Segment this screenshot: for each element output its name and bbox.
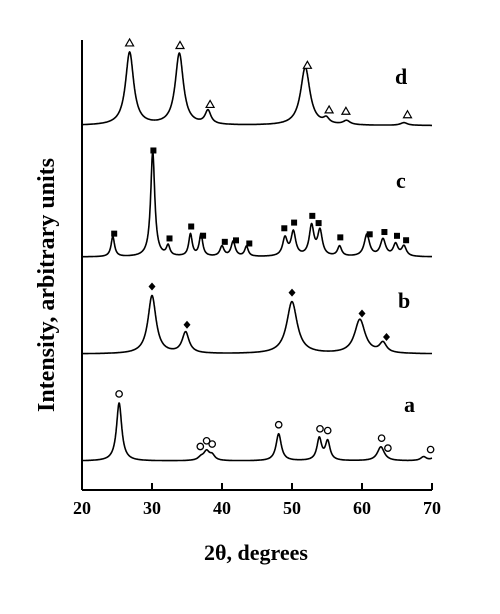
marker-c-2: [166, 235, 173, 242]
marker-b-4: [383, 333, 390, 342]
marker-d-5: [340, 106, 351, 115]
marker-c-10: [309, 212, 316, 219]
marker-c-0: [111, 230, 118, 237]
series-label-c: c: [396, 168, 406, 193]
series-label-d: d: [395, 64, 407, 89]
series-group: [81, 51, 433, 462]
series-line-a: [81, 402, 433, 462]
marker-d-1: [174, 40, 186, 50]
x-tick-label-40: 40: [213, 498, 231, 518]
marker-d-4: [324, 104, 335, 114]
series-labels-group: a b c d: [395, 64, 415, 417]
x-tick-label-50: 50: [283, 498, 301, 518]
marker-d-2: [205, 99, 216, 109]
series-line-d: [81, 51, 433, 127]
marker-a-9: [426, 445, 435, 454]
marker-c-1: [150, 147, 157, 154]
marker-c-12: [337, 234, 344, 241]
x-tick-label-30: 30: [143, 498, 161, 518]
marker-a-7: [377, 434, 386, 443]
marker-d-3: [302, 60, 313, 69]
marker-a-6: [323, 426, 332, 435]
marker-a-3: [208, 440, 217, 448]
marker-c-16: [403, 237, 410, 244]
x-tick-label-70: 70: [423, 498, 441, 518]
y-axis-title: Intensity, arbitrary units: [34, 158, 60, 412]
marker-c-9: [291, 219, 298, 226]
marker-c-8: [281, 225, 288, 232]
marker-c-13: [366, 231, 373, 238]
marker-c-15: [394, 232, 400, 239]
marker-a-2: [202, 436, 211, 445]
x-tick-label-60: 60: [353, 498, 371, 518]
marker-b-0: [148, 282, 156, 291]
x-axis-title: 2θ, degrees: [204, 540, 308, 565]
marker-c-6: [233, 237, 239, 244]
marker-c-7: [246, 240, 253, 247]
marker-a-5: [316, 424, 324, 433]
series-label-a: a: [404, 392, 415, 417]
marker-c-4: [200, 232, 207, 239]
marker-a-1: [196, 442, 205, 451]
marker-d-0: [124, 37, 135, 47]
marker-b-1: [183, 320, 191, 329]
marker-a-0: [115, 390, 123, 398]
series-line-b: [81, 294, 433, 355]
series-line-c: [81, 150, 433, 258]
marker-b-2: [288, 288, 296, 297]
marker-a-4: [274, 420, 283, 429]
plot-frame-group: [81, 40, 432, 491]
x-ticks-group: 20 30 40 50 60 70: [73, 483, 441, 518]
marker-a-8: [384, 444, 392, 452]
marker-c-3: [188, 223, 195, 230]
marker-b-3: [358, 309, 366, 318]
marker-c-5: [221, 238, 228, 245]
marker-c-11: [315, 220, 322, 227]
marker-c-14: [381, 229, 388, 236]
series-label-b: b: [398, 288, 410, 313]
marker-d-6: [402, 109, 413, 119]
markers-group: [111, 37, 435, 454]
x-tick-label-20: 20: [73, 498, 91, 518]
